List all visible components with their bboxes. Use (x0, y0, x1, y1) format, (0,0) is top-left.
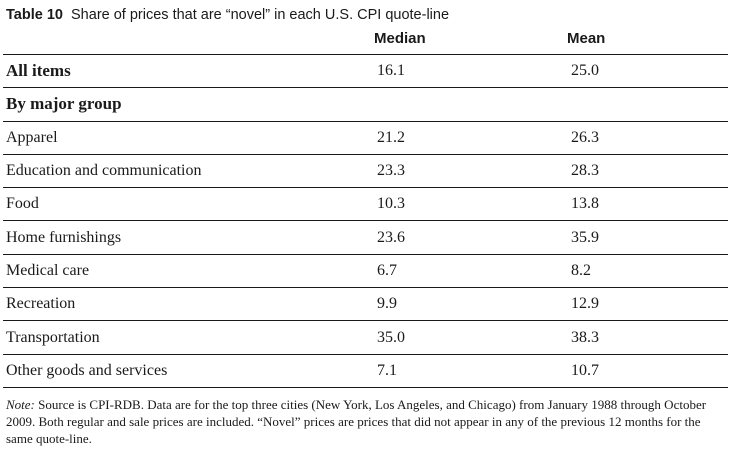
table-row: Home furnishings 23.6 35.9 (3, 220, 728, 255)
mean-cell: 13.8 (571, 187, 728, 221)
note-lead: Note: (6, 397, 35, 412)
median-cell: 35.0 (377, 320, 571, 355)
row-label: Apparel (3, 120, 377, 155)
median-cell: 6.7 (377, 253, 571, 288)
table-row: Medical care 6.7 8.2 (3, 253, 728, 288)
mean-cell: 25.0 (571, 53, 728, 88)
mean-cell: 38.3 (571, 320, 728, 355)
note-text: Source is CPI-RDB. Data are for the top … (6, 397, 707, 446)
table-number: Table 10 (6, 7, 63, 23)
table-row: Food 10.3 13.8 (3, 187, 728, 221)
row-label: Other goods and services (3, 353, 377, 388)
column-header-mean: Mean (567, 30, 606, 47)
table-row: Education and communication 23.3 28.3 (3, 153, 728, 188)
table-row: Apparel 21.2 26.3 (3, 120, 728, 155)
mean-cell: 10.7 (571, 353, 728, 388)
median-cell: 7.1 (377, 353, 571, 388)
mean-cell: 12.9 (571, 287, 728, 321)
median-cell: 16.1 (377, 53, 571, 88)
table-row: Transportation 35.0 38.3 (3, 320, 728, 355)
row-label: Medical care (3, 253, 377, 288)
median-cell: 21.2 (377, 120, 571, 155)
table-row-section-heading: By major group (3, 87, 728, 122)
row-label: Transportation (3, 320, 377, 355)
column-header-median: Median (374, 30, 426, 47)
mean-cell: 35.9 (571, 220, 728, 255)
table-title: Share of prices that are “novel” in each… (71, 7, 450, 23)
median-cell: 10.3 (377, 187, 571, 221)
median-cell (377, 87, 571, 122)
table-row: Other goods and services 7.1 10.7 (3, 353, 728, 388)
row-label: All items (3, 53, 377, 88)
mean-cell (571, 87, 728, 122)
row-label: Food (3, 187, 377, 221)
table-caption: Table 10 Share of prices that are “novel… (6, 5, 449, 25)
section-label: By major group (3, 87, 377, 122)
table-row: Recreation 9.9 12.9 (3, 287, 728, 321)
table-note: Note: Source is CPI-RDB. Data are for th… (6, 396, 730, 447)
row-label: Home furnishings (3, 220, 377, 255)
data-table: All items 16.1 25.0 By major group Appar… (3, 53, 728, 388)
mean-cell: 8.2 (571, 253, 728, 288)
median-cell: 23.6 (377, 220, 571, 255)
row-label: Education and communication (3, 153, 377, 188)
mean-cell: 28.3 (571, 153, 728, 188)
median-cell: 9.9 (377, 287, 571, 321)
row-label: Recreation (3, 287, 377, 321)
table-row-all-items: All items 16.1 25.0 (3, 53, 728, 88)
mean-cell: 26.3 (571, 120, 728, 155)
median-cell: 23.3 (377, 153, 571, 188)
